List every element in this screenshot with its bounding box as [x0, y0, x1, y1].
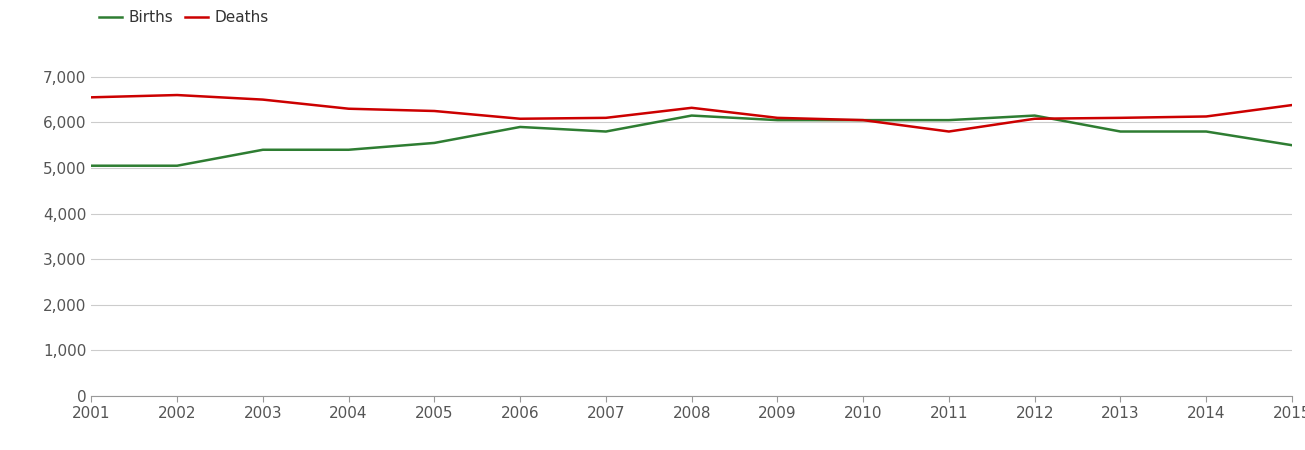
Births: [170, 163, 185, 168]
Deaths: [855, 117, 870, 123]
Births: [427, 140, 442, 146]
Deaths: [513, 116, 529, 122]
Births: [254, 147, 270, 153]
Deaths: [770, 115, 786, 121]
Births: [941, 117, 957, 123]
Births: [513, 124, 529, 130]
Births: [1027, 113, 1043, 118]
Deaths: [1113, 115, 1129, 121]
Deaths: [684, 105, 699, 111]
Deaths: [170, 92, 185, 98]
Births: [598, 129, 613, 134]
Births: [84, 163, 99, 168]
Births: [684, 113, 699, 118]
Births: [1284, 143, 1300, 148]
Legend: Births, Deaths: Births, Deaths: [99, 10, 269, 25]
Deaths: [84, 94, 99, 100]
Deaths: [341, 106, 356, 112]
Deaths: [427, 108, 442, 114]
Deaths: [941, 129, 957, 134]
Line: Deaths: Deaths: [91, 95, 1292, 131]
Deaths: [254, 97, 270, 102]
Deaths: [1027, 116, 1043, 122]
Deaths: [1198, 114, 1214, 119]
Births: [1113, 129, 1129, 134]
Line: Births: Births: [91, 116, 1292, 166]
Deaths: [598, 115, 613, 121]
Births: [1198, 129, 1214, 134]
Births: [855, 117, 870, 123]
Deaths: [1284, 102, 1300, 108]
Births: [341, 147, 356, 153]
Births: [770, 117, 786, 123]
